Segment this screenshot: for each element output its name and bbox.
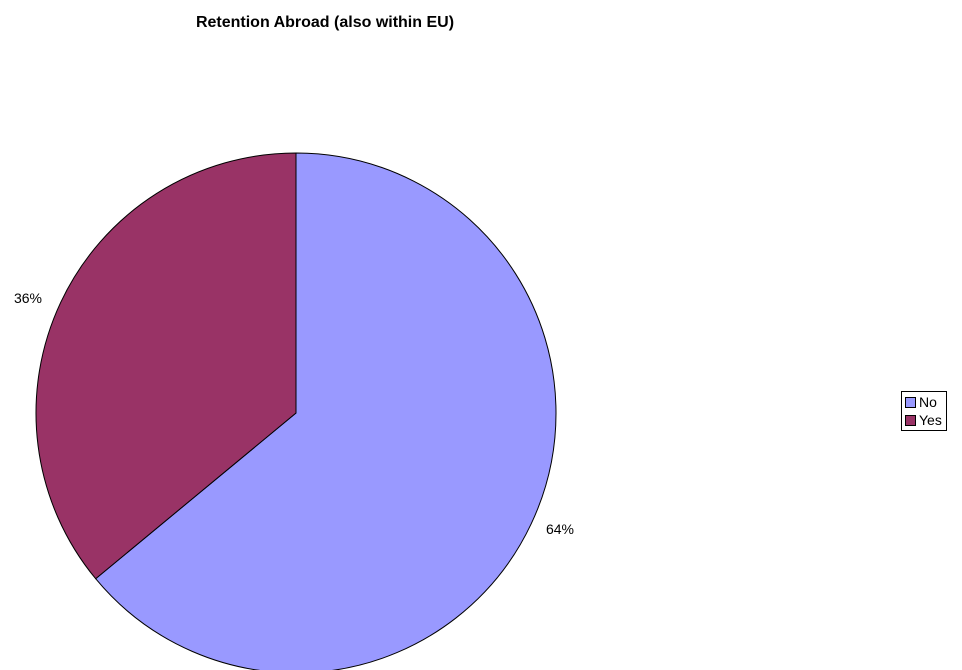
legend-swatch-yes [905, 414, 916, 426]
pie-slice-no [94, 152, 557, 670]
legend-label-no: No [919, 394, 937, 410]
legend-swatch-no [905, 396, 916, 408]
data-label-yes: 36% [14, 290, 42, 306]
chart-title: Retention Abroad (also within EU) [195, 14, 455, 31]
legend-label-yes: Yes [919, 412, 942, 428]
data-label-no: 64% [546, 521, 574, 537]
legend-item-no: No [905, 393, 942, 411]
pie-slice-yes [35, 152, 297, 580]
legend-item-yes: Yes [905, 411, 942, 429]
legend: No Yes [901, 391, 947, 431]
